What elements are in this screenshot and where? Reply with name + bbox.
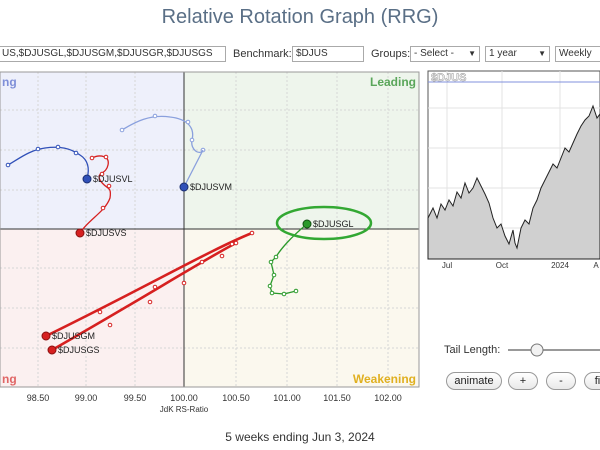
- djusvl-label: $DJUSVL: [93, 174, 133, 184]
- djusvl-marker[interactable]: [82, 174, 92, 184]
- djusgm-tail-points: [97, 230, 255, 315]
- djusvm-marker[interactable]: [179, 182, 189, 192]
- djusgm-marker[interactable]: [41, 331, 51, 341]
- lagging-label: ng: [2, 372, 17, 386]
- djusvs-tail-points: [89, 154, 112, 211]
- djusgs-label: $DJUSGS: [58, 345, 100, 355]
- x-tick: 100.00: [170, 393, 198, 403]
- djusgl-tail: [269, 223, 308, 295]
- djusgs-tail: [51, 241, 237, 352]
- djusvs-marker[interactable]: [75, 228, 85, 238]
- djusgs-tail-points: [107, 240, 239, 328]
- groups-select[interactable]: - Select - ▼: [410, 46, 480, 62]
- leading-label: Leading: [370, 75, 416, 89]
- frequency-select[interactable]: Weekly ▼: [555, 46, 600, 62]
- highlight-ellipse: [275, 205, 373, 241]
- benchmark-x-tick: A: [593, 261, 599, 270]
- period-select-value: 1 year: [489, 48, 517, 59]
- slider-handle[interactable]: [530, 343, 544, 357]
- improving-label: ng: [2, 75, 17, 89]
- tail-length-label: Tail Length:: [444, 344, 501, 356]
- djusvm-tail: [121, 115, 204, 154]
- x-tick: 101.00: [273, 393, 301, 403]
- djusvl-tail-points: [5, 144, 79, 168]
- minus-button[interactable]: -: [546, 372, 576, 390]
- benchmark-chart: $DJUS Jul Oct 2024 A: [425, 68, 600, 271]
- x-axis-ticks: 98.50 99.00 99.50 100.00 100.50 101.00 1…: [27, 393, 402, 403]
- benchmark-x-ticks: Jul Oct 2024 A: [442, 261, 599, 270]
- djusgm-label: $DJUSGM: [52, 331, 95, 341]
- x-tick: 99.50: [124, 393, 147, 403]
- djusvm-label: $DJUSVM: [190, 182, 232, 192]
- benchmark-symbol: $DJUS: [431, 72, 466, 84]
- djusvm-tail-end: [183, 149, 204, 188]
- x-tick: 98.50: [27, 393, 50, 403]
- benchmark-label: Benchmark:: [233, 48, 292, 60]
- benchmark-x-tick: 2024: [551, 261, 569, 270]
- weakening-label: Weakening: [353, 372, 416, 386]
- benchmark-x-tick: Jul: [442, 261, 452, 270]
- djusvl-tail: [7, 146, 89, 180]
- animate-button[interactable]: animate: [446, 372, 502, 390]
- tail-length-slider[interactable]: [508, 342, 600, 358]
- groups-label: Groups:: [371, 48, 411, 60]
- fit-button[interactable]: fit: [584, 372, 600, 390]
- toolbar: US,$DJUSGL,$DJUSGM,$DJUSGR,$DJUSGS Bench…: [0, 46, 600, 64]
- frequency-select-value: Weekly: [559, 48, 592, 59]
- x-tick: 99.00: [75, 393, 98, 403]
- x-tick: 100.50: [222, 393, 250, 403]
- groups-select-value: - Select -: [414, 48, 455, 59]
- status-footer: 5 weeks ending Jun 3, 2024: [225, 430, 375, 444]
- djusgl-tail-points: [267, 254, 299, 297]
- x-tick: 101.50: [323, 393, 351, 403]
- benchmark-price-area: [427, 104, 600, 260]
- period-select[interactable]: 1 year ▼: [485, 46, 550, 62]
- benchmark-input[interactable]: $DJUS: [292, 46, 364, 62]
- x-axis-label: JdK RS-Ratio: [160, 405, 209, 414]
- page-title: Relative Rotation Graph (RRG): [161, 6, 439, 28]
- chart-border: [0, 71, 420, 388]
- chevron-down-icon: ▼: [468, 49, 476, 58]
- djusvs-label: $DJUSVS: [86, 228, 127, 238]
- benchmark-x-tick: Oct: [496, 261, 509, 270]
- djusgm-tail: [45, 231, 253, 338]
- djusgl-label: $DJUSGL: [313, 219, 354, 229]
- djusgs-marker[interactable]: [47, 345, 57, 355]
- djusgl-marker[interactable]: [302, 219, 312, 229]
- chevron-down-icon: ▼: [538, 49, 546, 58]
- plus-button[interactable]: +: [508, 372, 538, 390]
- symbols-input[interactable]: US,$DJUSGL,$DJUSGM,$DJUSGR,$DJUSGS: [0, 46, 226, 62]
- x-tick: 102.00: [374, 393, 402, 403]
